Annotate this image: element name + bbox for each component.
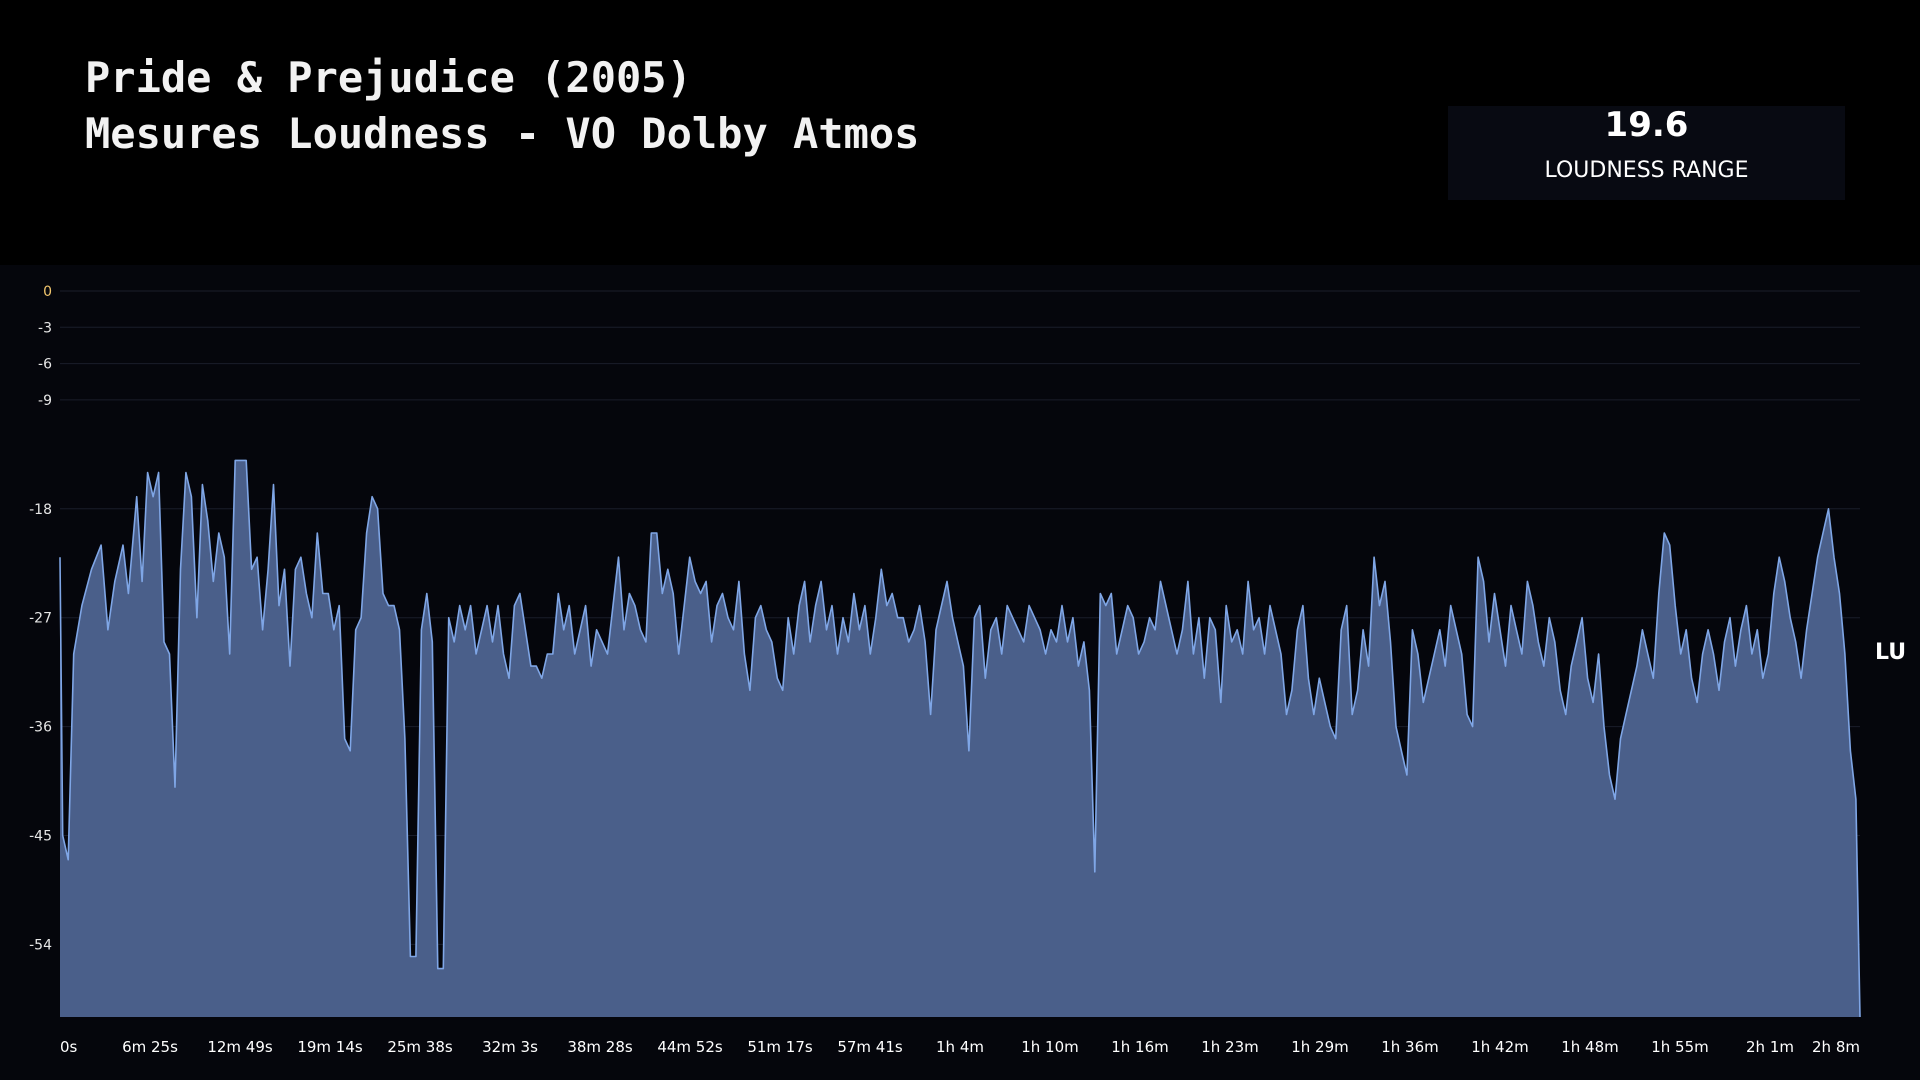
x-tick-label: 0s [60, 1038, 78, 1056]
x-tick-label: 1h 48m [1561, 1038, 1619, 1056]
y-tick-label: -9 [38, 393, 52, 409]
x-tick-label: 1h 16m [1111, 1038, 1169, 1056]
x-tick-label: 51m 17s [747, 1038, 813, 1056]
x-tick-label: 2h 1m [1746, 1038, 1794, 1056]
x-tick-label: 1h 36m [1381, 1038, 1439, 1056]
title-line-2: Mesures Loudness - VO Dolby Atmos [85, 109, 920, 158]
loudness-line [59, 459, 1861, 1018]
x-tick-label: 1h 10m [1021, 1038, 1079, 1056]
y-tick-label: -36 [29, 720, 52, 736]
x-tick-label: 57m 41s [837, 1038, 903, 1056]
chart-title: Pride & Prejudice (2005) Mesures Loudnes… [85, 50, 919, 162]
x-tick-label: 44m 52s [657, 1038, 723, 1056]
loudness-area [60, 460, 1860, 1017]
y-tick-label: -3 [38, 320, 52, 336]
x-tick-label: 19m 14s [297, 1038, 363, 1056]
y-tick-label: -54 [29, 937, 52, 953]
loudness-area-chart: 0 -3 -6 -9 -18 -27 -36 -45 -54 0s 6m 25s 12m 49s 19m… [29, 284, 1861, 1056]
y-tick-label: -6 [38, 357, 52, 373]
x-tick-label: 1h 42m [1471, 1038, 1529, 1056]
y-tick-label: -27 [29, 611, 52, 627]
x-tick-label: 6m 25s [122, 1038, 178, 1056]
x-tick-label: 1h 55m [1651, 1038, 1709, 1056]
x-tick-label: 2h 8m [1812, 1038, 1860, 1056]
y-tick-label: 0 [43, 284, 52, 300]
y-tick-label: -45 [29, 829, 52, 845]
loudness-range-label: LOUDNESS RANGE [1544, 158, 1749, 183]
x-tick-label: 1h 29m [1291, 1038, 1349, 1056]
x-tick-label: 12m 49s [207, 1038, 273, 1056]
x-tick-label: 38m 28s [567, 1038, 633, 1056]
loudness-range-card: 19.6 LOUDNESS RANGE [1448, 106, 1845, 200]
chart-panel: 0 -3 -6 -9 -18 -27 -36 -45 -54 0s 6m 25s 12m 49s 19m… [0, 265, 1920, 1080]
x-tick-label: 1h 4m [936, 1038, 984, 1056]
x-tick-label: 32m 3s [482, 1038, 538, 1056]
y-tick-label: -18 [29, 502, 52, 518]
x-tick-label: 1h 23m [1201, 1038, 1259, 1056]
title-line-1: Pride & Prejudice (2005) [85, 53, 692, 102]
y-axis-unit-label: LU [1875, 640, 1907, 665]
loudness-range-value: 19.6 [1604, 105, 1689, 145]
x-tick-label: 25m 38s [387, 1038, 453, 1056]
